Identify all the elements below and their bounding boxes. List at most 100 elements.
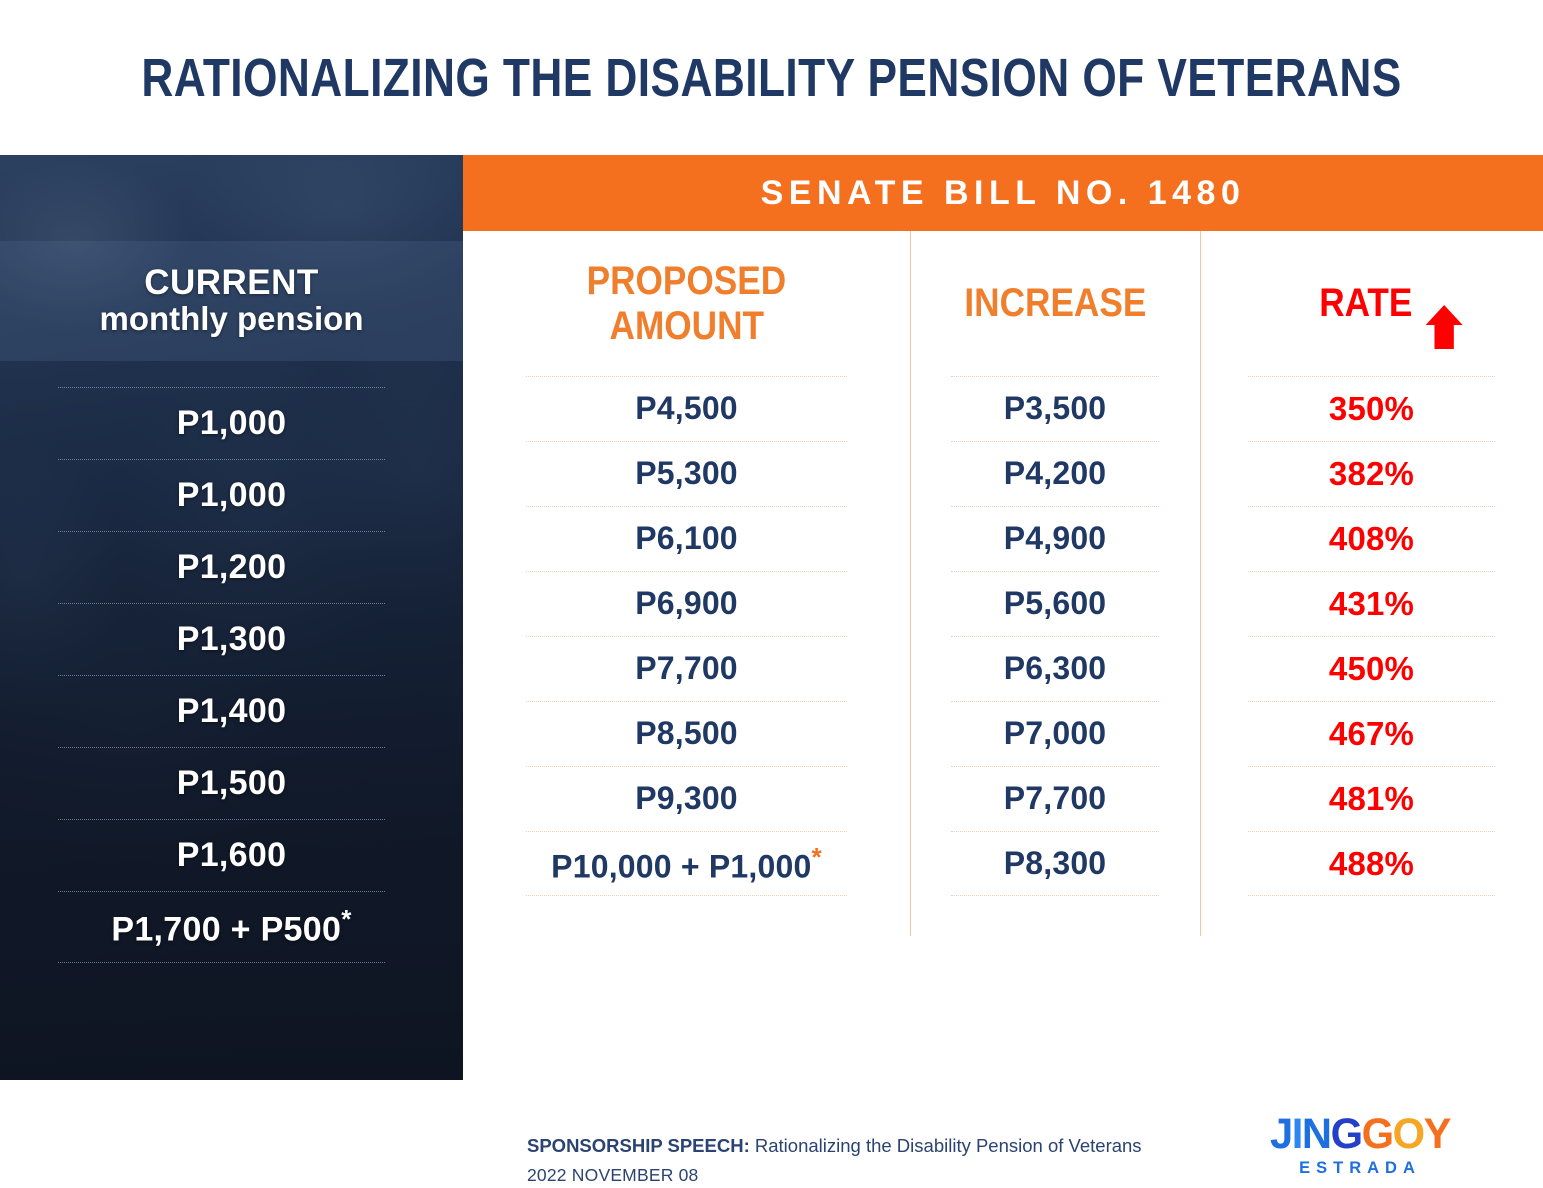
current-label-line1: CURRENT — [144, 262, 319, 302]
table-row: 431% — [1200, 571, 1543, 636]
rate-value: 382% — [1328, 454, 1415, 492]
increase-value: P6,300 — [1003, 650, 1107, 686]
column-rate: RATE 350% 382% 408% 431% 450% 467% — [1200, 231, 1543, 1021]
current-value-last: P1,700 + P500* — [111, 904, 351, 949]
infographic-board: CURRENT monthly pension P1,000 P1,000 P1… — [0, 155, 1543, 1185]
proposed-value-last: P10,000 + P1,000* — [551, 842, 822, 886]
increase-value: P4,200 — [1003, 455, 1107, 491]
table-row: P10,000 + P1,000* — [463, 831, 910, 896]
rate-values-list: 350% 382% 408% 431% 450% 467% 481% 488% — [1200, 376, 1543, 896]
current-value: P1,500 — [176, 763, 287, 802]
increase-values-list: P3,500 P4,200 P4,900 P5,600 P6,300 P7,00… — [910, 376, 1200, 896]
footer-speech-title: Rationalizing the Disability Pension of … — [749, 1135, 1142, 1156]
comparison-table: PROPOSED AMOUNT P4,500 P5,300 P6,100 P6,… — [463, 231, 1543, 1080]
logo-letter-o: O — [1392, 1110, 1425, 1158]
current-value: P1,300 — [176, 619, 287, 658]
logo-subtitle: ESTRADA — [1299, 1159, 1421, 1177]
photo-overlay-tint — [0, 155, 463, 1080]
list-item: P1,200 — [0, 531, 463, 603]
list-item: P1,000 — [0, 387, 463, 459]
proposed-value: P9,300 — [635, 780, 738, 816]
current-pension-header: CURRENT monthly pension — [0, 241, 463, 361]
rate-value: 350% — [1328, 389, 1415, 427]
list-item: P1,300 — [0, 603, 463, 675]
logo-letter-i: I — [1291, 1110, 1304, 1158]
proposed-label-line2: AMOUNT — [609, 303, 764, 348]
rate-value: 431% — [1328, 584, 1415, 622]
table-row: P7,700 — [910, 766, 1200, 831]
senate-bill-label: SENATE BILL NO. 1480 — [760, 173, 1246, 212]
table-row: 382% — [1200, 441, 1543, 506]
logo-wordmark: JINGGOY — [1253, 1113, 1466, 1156]
footer-speech-line: SPONSORSHIP SPEECH: Rationalizing the Di… — [527, 1133, 1227, 1159]
table-row: P8,500 — [463, 701, 910, 766]
proposed-value: P4,500 — [635, 390, 738, 426]
list-item: P1,000 — [0, 459, 463, 531]
proposed-value: P6,100 — [635, 520, 738, 556]
current-value: P1,200 — [176, 547, 287, 586]
asterisk-marker: * — [811, 841, 822, 872]
table-row: P3,500 — [910, 376, 1200, 441]
logo-letter-n: N — [1301, 1110, 1332, 1158]
increase-value: P8,300 — [1003, 845, 1107, 881]
rate-value: 408% — [1328, 519, 1415, 557]
current-pension-panel: CURRENT monthly pension P1,000 P1,000 P1… — [0, 155, 463, 1080]
page-title: RATIONALIZING THE DISABILITY PENSION OF … — [141, 47, 1402, 108]
table-row: 467% — [1200, 701, 1543, 766]
rate-value: 481% — [1328, 779, 1415, 817]
rate-value: 467% — [1328, 714, 1415, 752]
table-row: P7,000 — [910, 701, 1200, 766]
rate-label-wrap: RATE — [1319, 281, 1463, 350]
rate-value: 488% — [1328, 844, 1415, 882]
increase-value: P7,000 — [1003, 715, 1107, 751]
table-row: P4,900 — [910, 506, 1200, 571]
table-row: P6,900 — [463, 571, 910, 636]
table-row: P5,300 — [463, 441, 910, 506]
table-row: P6,100 — [463, 506, 910, 571]
proposed-value: P5,300 — [635, 455, 738, 491]
column-header-increase: INCREASE — [910, 231, 1200, 376]
current-value: P1,000 — [176, 475, 287, 514]
title-bar: RATIONALIZING THE DISABILITY PENSION OF … — [0, 0, 1543, 155]
current-value: P1,000 — [176, 403, 287, 442]
table-row: P6,300 — [910, 636, 1200, 701]
list-item: P1,700 + P500* — [0, 891, 463, 963]
column-proposed-amount: PROPOSED AMOUNT P4,500 P5,300 P6,100 P6,… — [463, 231, 910, 1021]
footer-date: 2022 NOVEMBER 08 — [527, 1165, 699, 1186]
panel-header-band — [0, 241, 463, 361]
table-row: P5,600 — [910, 571, 1200, 636]
table-row: 481% — [1200, 766, 1543, 831]
proposed-value-last-text: P10,000 + P1,000 — [551, 848, 812, 885]
current-label-line2: monthly pension — [99, 300, 364, 338]
logo-letter-g1: G — [1330, 1110, 1363, 1158]
current-value: P1,600 — [176, 835, 287, 874]
current-value-last-text: P1,700 + P500 — [111, 910, 342, 949]
table-row: 350% — [1200, 376, 1543, 441]
list-item: P1,600 — [0, 819, 463, 891]
jinggoy-estrada-logo: JINGGOY ESTRADA — [1250, 1113, 1470, 1178]
logo-letter-g2: G — [1361, 1110, 1394, 1158]
increase-value: P4,900 — [1003, 520, 1107, 556]
proposed-value: P7,700 — [635, 650, 738, 686]
logo-letter-j: J — [1270, 1110, 1293, 1158]
column-header-rate: RATE — [1200, 231, 1543, 376]
footer-credit: SPONSORSHIP SPEECH: Rationalizing the Di… — [527, 1133, 1227, 1188]
table-columns: PROPOSED AMOUNT P4,500 P5,300 P6,100 P6,… — [463, 231, 1543, 1021]
footer-speech-label: SPONSORSHIP SPEECH: — [527, 1135, 750, 1156]
list-item: P1,400 — [0, 675, 463, 747]
increase-value: P3,500 — [1003, 390, 1107, 426]
proposed-value: P6,900 — [635, 585, 738, 621]
table-row: 450% — [1200, 636, 1543, 701]
column-divider — [1200, 231, 1201, 936]
table-row: P4,500 — [463, 376, 910, 441]
current-value: P1,400 — [176, 691, 287, 730]
table-row: P4,200 — [910, 441, 1200, 506]
column-increase: INCREASE P3,500 P4,200 P4,900 P5,600 P6,… — [910, 231, 1200, 1021]
current-values-list: P1,000 P1,000 P1,200 P1,300 P1,400 P1,50… — [0, 387, 463, 963]
table-row: 408% — [1200, 506, 1543, 571]
increase-label: INCREASE — [964, 281, 1146, 326]
proposed-label-line1: PROPOSED — [586, 258, 787, 303]
table-row: P7,700 — [463, 636, 910, 701]
proposed-values-list: P4,500 P5,300 P6,100 P6,900 P7,700 P8,50… — [463, 376, 910, 896]
logo-letter-y: Y — [1423, 1110, 1452, 1158]
